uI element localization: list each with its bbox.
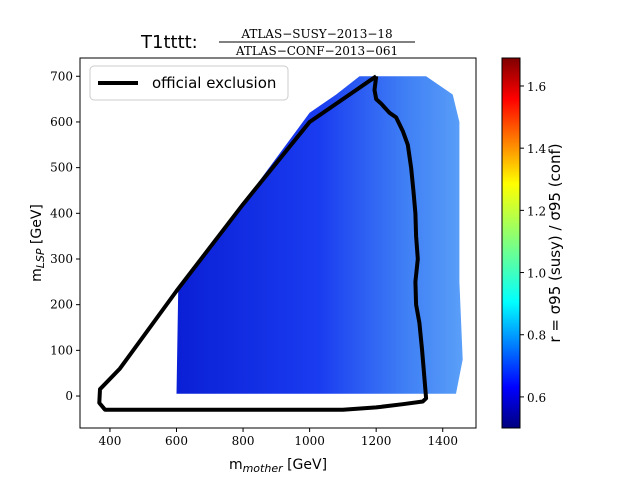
chart-title: T1tttt: ATLAS−SUSY−2013−18 ATLAS−CONF−20… bbox=[140, 27, 415, 58]
colorbar-tick-label: 1.2 bbox=[527, 204, 546, 218]
colorbar-ticks: 0.6 0.8 1.0 1.2 1.4 1.6 bbox=[520, 80, 546, 405]
x-axis-label: mmother [GeV] bbox=[229, 457, 327, 475]
colorbar-tick-label: 0.6 bbox=[527, 391, 546, 405]
colorbar-gradient bbox=[501, 57, 521, 429]
x-tick-label: 1000 bbox=[294, 434, 325, 448]
colorbar-tick-label: 1.6 bbox=[527, 80, 546, 94]
x-axis-label-unit: [GeV] bbox=[283, 457, 327, 473]
y-tick-label: 600 bbox=[50, 115, 73, 129]
x-axis-label-main: m bbox=[229, 457, 243, 473]
x-axis-label-sub: mother bbox=[243, 462, 284, 475]
title-prefix: T1tttt: bbox=[140, 32, 198, 53]
y-axis-label-main: m bbox=[29, 268, 45, 282]
title-numerator: ATLAS−SUSY−2013−18 bbox=[240, 27, 392, 41]
colorbar-label: r = σ95 (susy) / σ95 (conf) bbox=[546, 143, 564, 342]
x-tick-label: 800 bbox=[232, 434, 255, 448]
y-axis-label: mLSP [GeV] bbox=[29, 204, 47, 282]
legend-box bbox=[89, 65, 289, 101]
x-tick-label: 1400 bbox=[427, 434, 458, 448]
title-denominator: ATLAS−CONF−2013−061 bbox=[235, 44, 398, 58]
x-axis: 400 600 800 1000 1200 1400 bbox=[98, 428, 458, 448]
x-tick-label: 600 bbox=[165, 434, 188, 448]
y-tick-label: 500 bbox=[50, 161, 73, 175]
y-tick-label: 200 bbox=[50, 298, 73, 312]
colorbar-tick-label: 0.8 bbox=[527, 329, 546, 343]
colorbar: 0.6 0.8 1.0 1.2 1.4 1.6 r = σ95 (susy) / σ95 … bbox=[501, 57, 564, 429]
y-tick-label: 400 bbox=[50, 206, 73, 220]
heat-region bbox=[176, 76, 463, 394]
legend: official exclusion bbox=[89, 65, 289, 101]
legend-label-official-exclusion: official exclusion bbox=[152, 74, 276, 92]
y-tick-label: 0 bbox=[65, 389, 73, 403]
x-tick-label: 400 bbox=[98, 434, 121, 448]
y-axis-label-sub: LSP bbox=[34, 248, 47, 268]
y-tick-label: 100 bbox=[50, 343, 73, 357]
y-axis-label-unit: [GeV] bbox=[29, 204, 45, 248]
plot-frame bbox=[79, 57, 477, 429]
y-axis: 0 100 200 300 400 500 600 700 bbox=[50, 69, 80, 403]
colorbar-tick-label: 1.4 bbox=[527, 142, 546, 156]
colorbar-tick-label: 1.0 bbox=[527, 267, 546, 281]
y-tick-label: 700 bbox=[50, 69, 73, 83]
plot-area bbox=[97, 74, 463, 412]
exclusion-contour bbox=[97, 74, 429, 412]
y-tick-label: 300 bbox=[50, 252, 73, 266]
x-tick-label: 1200 bbox=[361, 434, 392, 448]
